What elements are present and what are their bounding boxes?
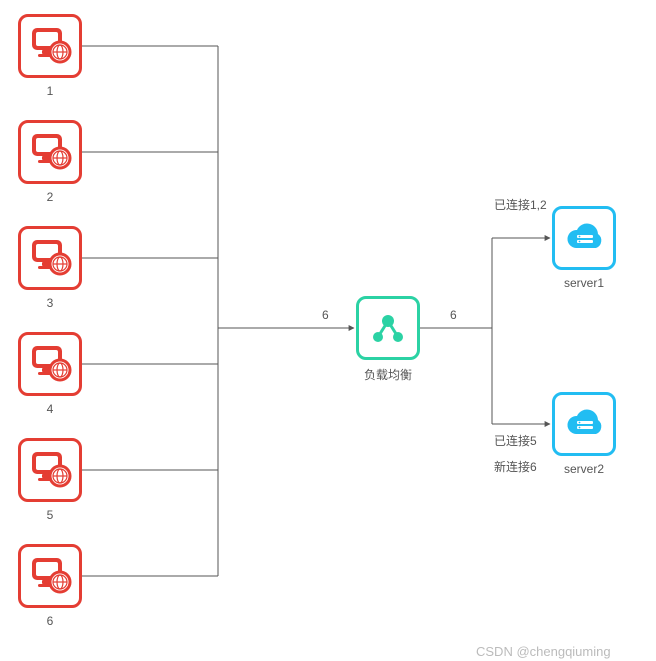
client-node-3 xyxy=(18,226,82,290)
client-label-4: 4 xyxy=(0,402,100,416)
edge-label-in-count: 6 xyxy=(322,308,329,322)
server-node-s1 xyxy=(552,206,616,270)
client-node-6 xyxy=(18,544,82,608)
load-balancer-node xyxy=(356,296,420,360)
client-node-1 xyxy=(18,14,82,78)
edge-label-out-count: 6 xyxy=(450,308,457,322)
client-label-1: 1 xyxy=(0,84,100,98)
server2-conn-label: 已连接5 xyxy=(494,432,537,449)
client-node-2 xyxy=(18,120,82,184)
client-label-3: 3 xyxy=(0,296,100,310)
server2-new-conn-label: 新连接6 xyxy=(494,458,537,475)
client-label-5: 5 xyxy=(0,508,100,522)
server-label-s2: server2 xyxy=(534,462,634,476)
load-balancer-label: 负载均衡 xyxy=(338,366,438,383)
client-node-5 xyxy=(18,438,82,502)
server1-conn-label: 已连接1,2 xyxy=(494,196,547,213)
client-label-6: 6 xyxy=(0,614,100,628)
diagram-canvas: 1 2 3 4 5 6 负载均衡 server1 server2 6 6 已连接1,2 已连接5 新连接6… xyxy=(0,0,656,661)
server-node-s2 xyxy=(552,392,616,456)
watermark: CSDN @chengqiuming xyxy=(476,644,611,659)
client-node-4 xyxy=(18,332,82,396)
server-label-s1: server1 xyxy=(534,276,634,290)
client-label-2: 2 xyxy=(0,190,100,204)
